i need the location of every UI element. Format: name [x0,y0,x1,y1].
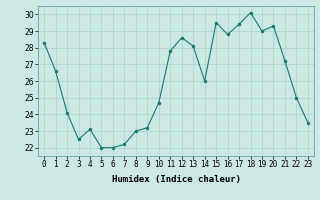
X-axis label: Humidex (Indice chaleur): Humidex (Indice chaleur) [111,175,241,184]
